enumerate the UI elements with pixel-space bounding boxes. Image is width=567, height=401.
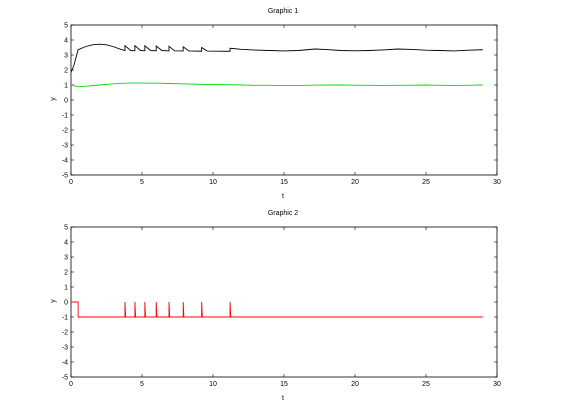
graphic-1-ytick-label: -2	[62, 128, 68, 135]
graphic-1-title: Graphic 1	[268, 8, 298, 15]
graphic-1-series-2-line	[70, 82, 483, 88]
graphic-2-ytick-label: -4	[62, 360, 68, 367]
graphic-2-xlabel: t	[282, 395, 284, 401]
graphic-2-xtick-label: 20	[351, 381, 359, 388]
graphic-1-xlabel: t	[282, 193, 284, 200]
graphic-1-xtick-label: 20	[351, 179, 359, 186]
graphic-1-ytick-label: 1	[64, 83, 68, 90]
graphic-1-ytick-label: -1	[62, 113, 68, 120]
graphic-2-series-1-line	[71, 301, 483, 318]
graphic-2-xtick-label: 25	[422, 381, 430, 388]
graphic-1-ytick-label: -3	[62, 143, 68, 150]
graphic-2-xtick-label: 15	[280, 381, 288, 388]
graphic-1-xtick-label: 0	[69, 179, 73, 186]
graphic-1-series-1-line	[70, 43, 483, 73]
graphic-2-ytick-label: -5	[62, 375, 68, 382]
graphic-2-ytick-label: 3	[64, 255, 68, 262]
graphic-1-xtick-label: 25	[422, 179, 430, 186]
graphic-1-ytick-label: 2	[64, 68, 68, 75]
graphic-2-ytick-label: 5	[64, 225, 68, 232]
graphic-1-ytick-label: -4	[62, 158, 68, 165]
graphic-1-xtick-label: 10	[209, 179, 217, 186]
graphic-2-ylabel: y	[50, 299, 57, 303]
graphic-1-ytick-label: 4	[64, 38, 68, 45]
graphic-2-ytick-label: 0	[64, 300, 68, 307]
graphic-1-ytick-label: 0	[64, 98, 68, 105]
graphic-2-xtick-label: 30	[493, 381, 501, 388]
graphic-1-ytick-label: -5	[62, 173, 68, 180]
graphic-2-xtick-label: 5	[140, 381, 144, 388]
graphic-1-xtick-label: 15	[280, 179, 288, 186]
graphic-2-ytick-label: -1	[62, 315, 68, 322]
graphic-2-ytick-label: -2	[62, 330, 68, 337]
graphic-2-title: Graphic 2	[268, 210, 298, 217]
graphic-2-ytick-label: 2	[64, 270, 68, 277]
graphic-1-ylabel: y	[50, 97, 57, 101]
graphic-2-ytick-label: -3	[62, 345, 68, 352]
graphic-2-ytick-label: 1	[64, 285, 68, 292]
graphic-2-xtick-label: 0	[69, 381, 73, 388]
graphic-2-ytick-label: 4	[64, 240, 68, 247]
graphic-1-plot: Graphic 1 t y 0 5 10 15 20 25 30 -5 -4 -3 -2 -1 0 1 2 3…	[50, 8, 501, 200]
graphic-1-xtick-label: 30	[493, 179, 501, 186]
graphic-1-ytick-label: 3	[64, 53, 68, 60]
graphic-2-xtick-label: 10	[209, 381, 217, 388]
graphic-1-xtick-label: 5	[140, 179, 144, 186]
graphic-2-plot: Graphic 2 t y 0 5 10 15 20 25 30 -5 -4 -3 -2 -1 0 1 2 3…	[50, 210, 501, 401]
graphic-1-ytick-label: 5	[64, 23, 68, 30]
